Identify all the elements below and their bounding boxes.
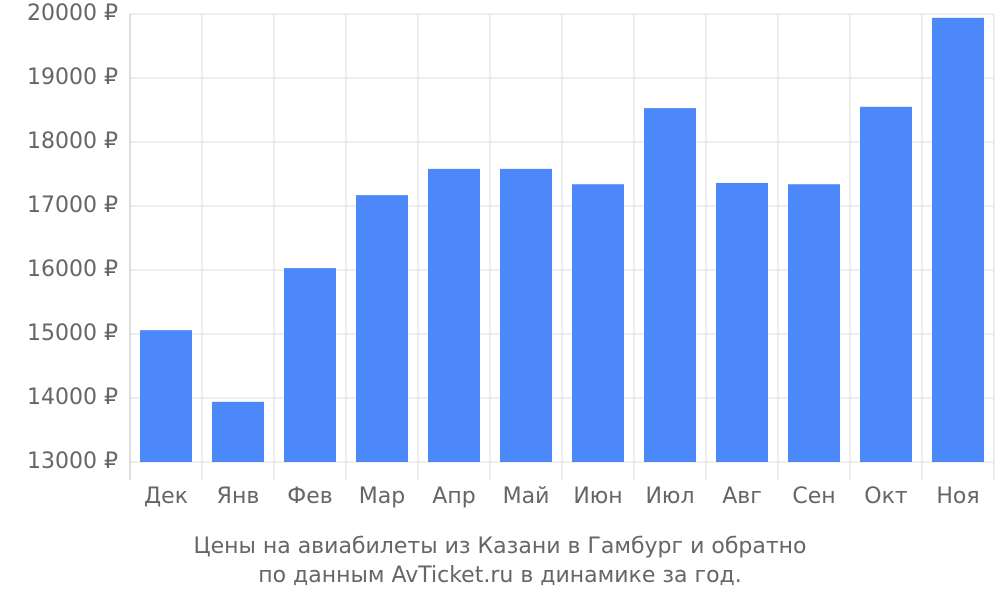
y-tick-label: 13000 ₽ xyxy=(27,449,118,474)
chart-title: Цены на авиабилеты из Казани в Гамбург и… xyxy=(193,534,806,559)
bar xyxy=(932,17,984,463)
bar xyxy=(284,268,336,462)
x-tick-label: Янв xyxy=(217,484,260,509)
y-tick-label: 16000 ₽ xyxy=(27,257,118,282)
y-tick-label: 20000 ₽ xyxy=(27,1,118,26)
x-tick-label: Июн xyxy=(573,484,622,509)
y-tick-label: 19000 ₽ xyxy=(27,65,118,90)
bar xyxy=(716,182,768,462)
bar xyxy=(644,108,696,462)
chart-subtitle: по данным AvTicket.ru в динамике за год. xyxy=(258,563,742,588)
x-tick-label: Дек xyxy=(144,484,188,509)
bar xyxy=(140,330,192,462)
bar xyxy=(428,168,480,462)
x-tick-label: Авг xyxy=(722,484,762,509)
y-tick-label: 18000 ₽ xyxy=(27,129,118,154)
x-tick-label: Мар xyxy=(359,484,405,509)
bar xyxy=(212,401,264,462)
x-tick-label: Ноя xyxy=(936,484,979,509)
bar xyxy=(572,184,624,463)
y-tick-label: 17000 ₽ xyxy=(27,193,118,218)
x-tick-label: Окт xyxy=(864,484,908,509)
y-tick-label: 14000 ₽ xyxy=(27,385,118,410)
x-tick-label: Сен xyxy=(792,484,835,509)
bar xyxy=(500,168,552,462)
bar xyxy=(788,184,840,463)
x-tick-label: Июл xyxy=(645,484,694,509)
x-tick-label: Апр xyxy=(432,484,475,509)
bar xyxy=(356,195,408,462)
x-tick-label: Май xyxy=(503,484,550,509)
bar xyxy=(860,106,912,463)
y-tick-label: 15000 ₽ xyxy=(27,321,118,346)
x-tick-label: Фев xyxy=(287,484,332,509)
